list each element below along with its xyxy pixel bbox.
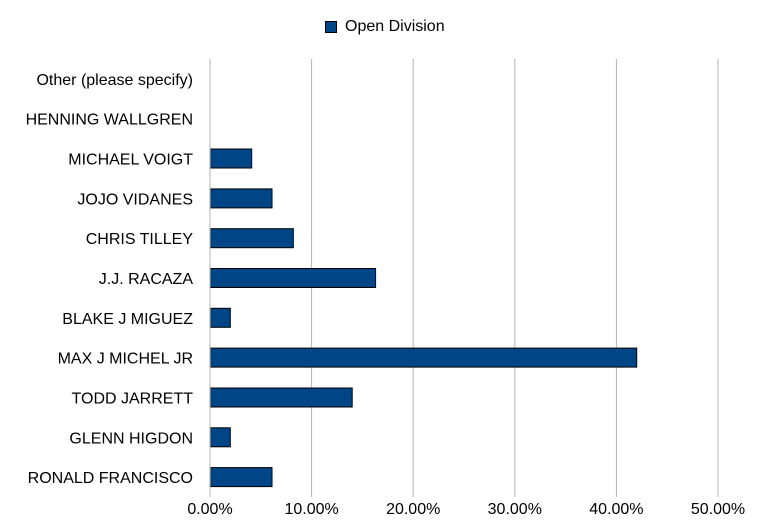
category-label: BLAKE J MIGUEZ [62, 311, 193, 328]
category-label: MICHAEL VOIGT [68, 152, 193, 169]
x-tick-label: 40.00% [589, 501, 643, 518]
bar [209, 228, 294, 249]
bar [209, 268, 377, 288]
legend-label-open-division: Open Division [345, 18, 445, 35]
category-label: CHRIS TILLEY [86, 231, 194, 248]
category-label: J.J. RACAZA [99, 271, 194, 288]
bar [209, 347, 638, 368]
bar [209, 427, 231, 448]
category-label: MAX J MICHEL JR [58, 351, 193, 368]
bar [209, 307, 231, 328]
x-tick-label: 20.00% [386, 501, 440, 518]
category-label: TODD JARRETT [72, 390, 194, 407]
x-tick-labels: 0.00% 10.00% 20.00% 30.00% 40.00% 50.00% [187, 501, 745, 518]
category-label: GLENN HIGDON [69, 430, 193, 447]
category-labels: Other (please specify) HENNING WALLGREN MI… [26, 72, 194, 487]
legend-swatch-open-division [325, 21, 337, 33]
category-label: JOJO VIDANES [77, 191, 193, 208]
x-tick-label: 10.00% [284, 501, 338, 518]
category-label: HENNING WALLGREN [26, 112, 193, 129]
bars [209, 148, 638, 488]
x-tick-label: 0.00% [187, 501, 232, 518]
bar [209, 467, 273, 488]
bar [209, 387, 353, 408]
x-tick-label: 30.00% [488, 501, 542, 518]
bar [209, 148, 253, 169]
bar [209, 188, 273, 209]
x-tick-label: 50.00% [691, 501, 745, 518]
category-label: RONALD FRANCISCO [28, 470, 193, 487]
chart-legend: Open Division [325, 17, 445, 37]
category-label: Other (please specify) [36, 72, 193, 89]
